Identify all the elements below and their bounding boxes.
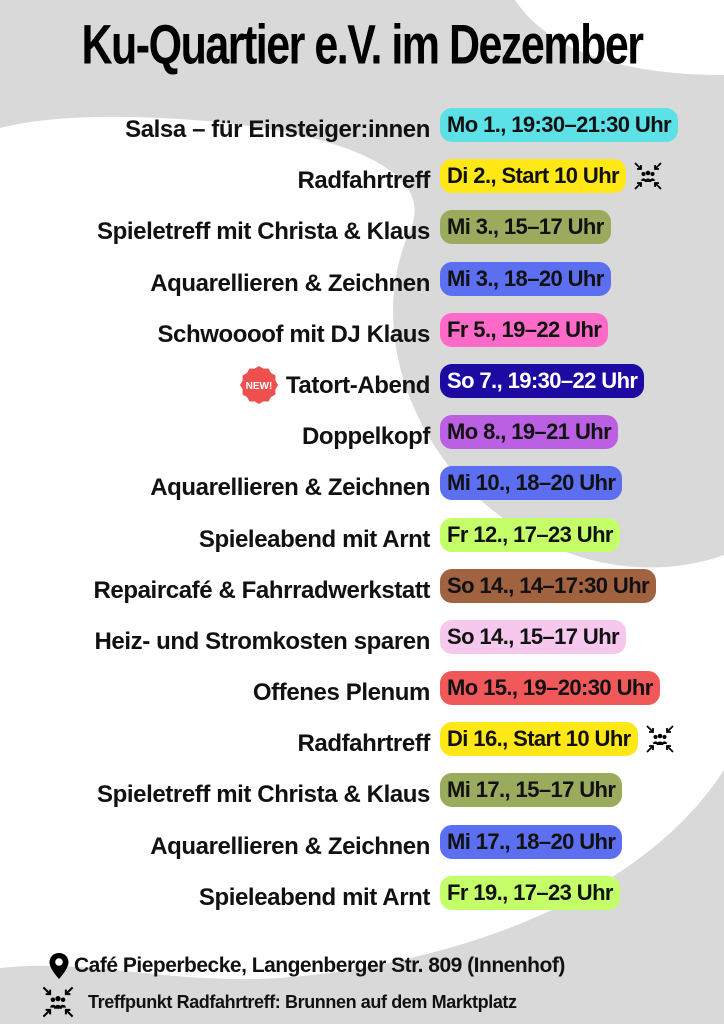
event-date-pill: Fr 19., 17–23 Uhr bbox=[440, 875, 620, 910]
event-list: Salsa – für Einsteiger:innen Mo 1., 19:30… bbox=[0, 108, 724, 927]
event-name: Repaircafé & Fahrradwerkstatt bbox=[93, 576, 430, 604]
event-row: Spieletreff mit Christa & Klaus Mi 17., 1… bbox=[0, 773, 724, 824]
page-title: Ku-Quartier e.V. im Dezember bbox=[81, 14, 644, 77]
event-row: Aquarellieren & Zeichnen Mi 10., 18–20 Uh… bbox=[0, 466, 724, 517]
footer-location: Café Pieperbecke, Langenberger Str. 809 … bbox=[48, 952, 565, 980]
event-row: Offenes Plenum Mo 15., 19–20:30 Uhr bbox=[0, 671, 724, 722]
new-badge-icon: NEW! bbox=[240, 365, 278, 404]
event-date-pill: Mi 10., 18–20 Uhr bbox=[440, 466, 623, 501]
event-row: Heiz- und Stromkosten sparen So 14., 15–1… bbox=[0, 619, 724, 671]
meeting-point-icon bbox=[634, 162, 662, 190]
event-row: Spieleabend mit Arnt Fr 12., 17–23 Uhr bbox=[0, 517, 724, 569]
event-date-pill: So 14., 15–17 Uhr bbox=[440, 619, 627, 654]
footer-meeting-point-text: Treffpunkt Radfahrtreff: Brunnen auf dem… bbox=[88, 991, 517, 1012]
event-name: Radfahrtreff bbox=[297, 167, 430, 195]
event-date-pill: Fr 5., 19–22 Uhr bbox=[440, 312, 609, 347]
event-date-pill: Mo 8., 19–21 Uhr bbox=[440, 415, 619, 450]
event-row: Aquarellieren & Zeichnen Mi 3., 18–20 Uhr bbox=[0, 261, 724, 313]
event-name: Doppelkopf bbox=[302, 423, 430, 451]
event-name: Spieletreff mit Christa & Klaus bbox=[96, 781, 430, 809]
event-name: Radfahrtreff bbox=[297, 730, 430, 758]
event-name: Aquarellieren & Zeichnen bbox=[150, 269, 430, 297]
footer-meeting-point: Treffpunkt Radfahrtreff: Brunnen auf dem… bbox=[40, 984, 517, 1020]
event-date-pill: Mo 1., 19:30–21:30 Uhr bbox=[440, 108, 679, 142]
event-date-pill: Mi 17., 18–20 Uhr bbox=[440, 824, 623, 859]
event-name: Schwoooof mit DJ Klaus bbox=[157, 320, 430, 348]
event-name: Aquarellieren & Zeichnen bbox=[150, 832, 430, 860]
event-row: Salsa – für Einsteiger:innen Mo 1., 19:30… bbox=[0, 108, 724, 159]
event-date-pill: Di 16., Start 10 Uhr bbox=[440, 722, 638, 757]
event-row: Spieleabend mit Arnt Fr 19., 17–23 Uhr bbox=[0, 875, 724, 927]
event-row: Radfahrtreff Di 2., Start 10 Uhr bbox=[0, 159, 724, 210]
event-row: Schwoooof mit DJ Klaus Fr 5., 19–22 Uhr bbox=[0, 312, 724, 364]
event-date-pill: Mo 15., 19–20:30 Uhr bbox=[440, 671, 660, 706]
event-row: Tatort-Abend So 7., 19:30–22 Uhr NEW! bbox=[0, 363, 724, 415]
event-date-pill: So 14., 14–17:30 Uhr bbox=[440, 568, 657, 603]
map-pin-icon bbox=[49, 953, 69, 979]
meeting-point-icon bbox=[646, 725, 674, 753]
event-date-pill: Mi 3., 15–17 Uhr bbox=[440, 210, 611, 245]
event-date-pill: Di 2., Start 10 Uhr bbox=[440, 159, 626, 194]
event-date-pill: Mi 17., 15–17 Uhr bbox=[440, 773, 623, 808]
event-date-pill: Mi 3., 18–20 Uhr bbox=[440, 261, 611, 296]
event-name: Aquarellieren & Zeichnen bbox=[150, 474, 430, 502]
event-date-pill: Fr 12., 17–23 Uhr bbox=[440, 517, 620, 552]
event-row: Aquarellieren & Zeichnen Mi 17., 18–20 Uh… bbox=[0, 824, 724, 876]
event-row: Doppelkopf Mo 8., 19–21 Uhr bbox=[0, 415, 724, 466]
event-name: Heiz- und Stromkosten sparen bbox=[94, 627, 430, 655]
event-name: Spieleabend mit Arnt bbox=[198, 525, 431, 553]
background-shape-bottom bbox=[0, 770, 724, 1024]
event-date-pill: So 7., 19:30–22 Uhr bbox=[440, 363, 645, 398]
event-row: Repaircafé & Fahrradwerkstatt So 14., 14–… bbox=[0, 568, 724, 620]
event-name: Spieletreff mit Christa & Klaus bbox=[96, 218, 430, 246]
meeting-point-icon bbox=[42, 986, 74, 1018]
event-name: Salsa – für Einsteiger:innen bbox=[125, 116, 430, 143]
new-badge-label: NEW! bbox=[246, 381, 273, 392]
footer-location-text: Café Pieperbecke, Langenberger Str. 809 … bbox=[74, 954, 565, 977]
event-row: Radfahrtreff Di 16., Start 10 Uhr bbox=[0, 722, 724, 773]
event-row: Spieletreff mit Christa & Klaus Mi 3., 15… bbox=[0, 210, 724, 261]
event-name: Offenes Plenum bbox=[252, 679, 431, 707]
event-name: Spieleabend mit Arnt bbox=[198, 883, 431, 911]
event-name: Tatort-Abend bbox=[285, 371, 430, 399]
